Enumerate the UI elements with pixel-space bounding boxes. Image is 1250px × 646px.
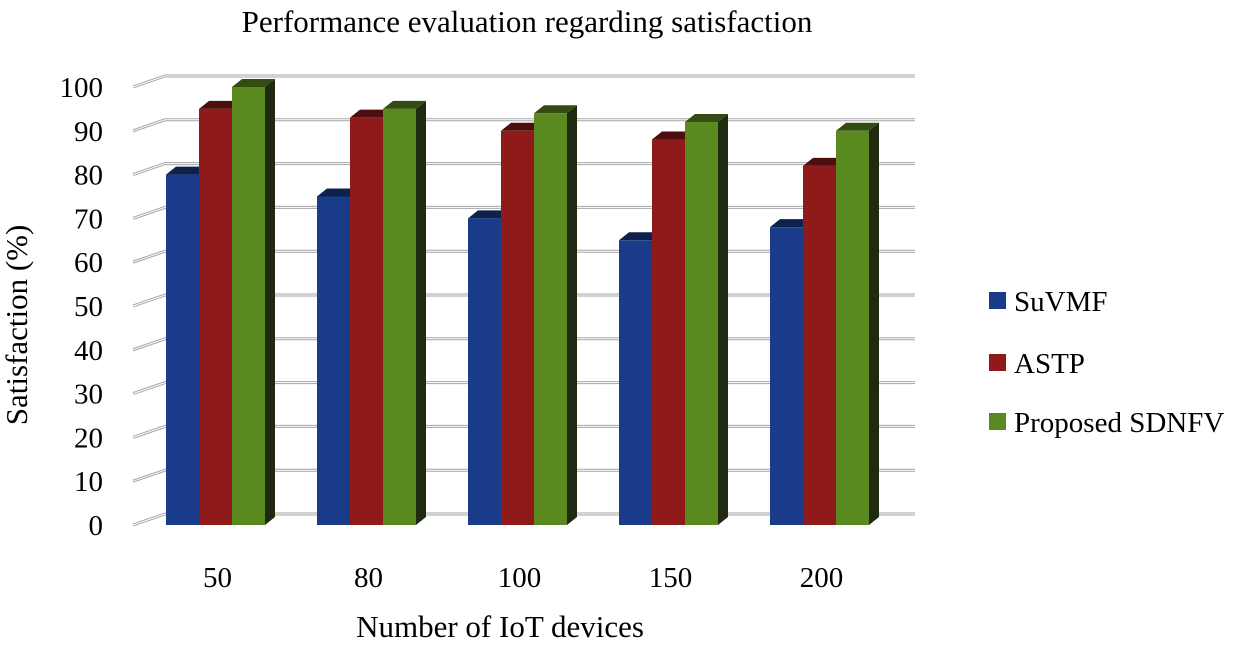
y-tick-label: 30 xyxy=(74,379,103,411)
x-tick-label: 150 xyxy=(649,562,693,594)
legend-label: ASTP xyxy=(1014,348,1085,380)
x-tick-label: 50 xyxy=(203,562,232,594)
y-tick-label: 100 xyxy=(60,72,104,104)
y-tick-label: 0 xyxy=(89,510,104,542)
legend-item: ASTP xyxy=(989,348,1085,380)
x-tick-label: 80 xyxy=(354,562,383,594)
y-tick-label: 10 xyxy=(74,466,103,498)
legend-item: Proposed SDNFV xyxy=(989,407,1224,439)
legend: SuVMF ASTP Proposed SDNFV xyxy=(989,286,1224,439)
x-axis-ticks: 50 80 100 150 200 xyxy=(203,562,843,594)
y-axis-label: Satisfaction (%) xyxy=(0,225,34,426)
legend-item: SuVMF xyxy=(989,286,1108,318)
bar xyxy=(232,79,275,525)
y-tick-label: 50 xyxy=(74,291,103,323)
y-tick-label: 60 xyxy=(74,247,103,279)
gridline xyxy=(132,118,915,133)
gridline xyxy=(132,74,915,89)
legend-label: SuVMF xyxy=(1014,286,1108,318)
bar xyxy=(836,122,879,526)
x-tick-label: 100 xyxy=(498,562,542,594)
y-tick-label: 40 xyxy=(74,335,103,367)
y-axis-ticks: 0 10 20 30 40 50 60 70 80 90 100 xyxy=(60,72,104,542)
legend-swatch xyxy=(989,413,1006,430)
bar xyxy=(383,100,426,526)
legend-swatch xyxy=(989,354,1006,371)
y-tick-label: 20 xyxy=(74,422,103,454)
bar xyxy=(534,105,577,525)
y-tick-label: 70 xyxy=(74,203,103,235)
y-tick-label: 80 xyxy=(74,160,103,192)
chart-title: Performance evaluation regarding satisfa… xyxy=(242,4,813,39)
legend-label: Proposed SDNFV xyxy=(1014,407,1224,439)
bars xyxy=(166,79,879,526)
y-tick-label: 90 xyxy=(74,116,103,148)
legend-swatch xyxy=(989,292,1006,309)
bar xyxy=(685,114,728,525)
x-axis-label: Number of IoT devices xyxy=(356,609,644,644)
x-tick-label: 200 xyxy=(800,562,844,594)
